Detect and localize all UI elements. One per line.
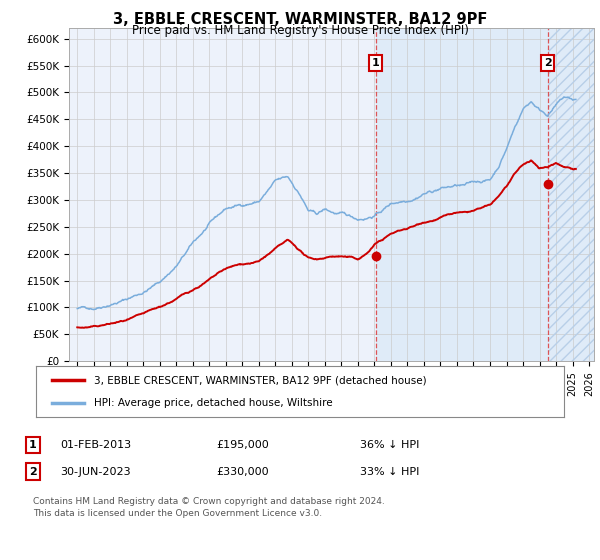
Text: 2: 2 (544, 58, 551, 68)
Text: 1: 1 (29, 440, 37, 450)
Text: Contains HM Land Registry data © Crown copyright and database right 2024.
This d: Contains HM Land Registry data © Crown c… (33, 497, 385, 518)
Text: 1: 1 (372, 58, 380, 68)
Text: 33% ↓ HPI: 33% ↓ HPI (360, 466, 419, 477)
Text: 2: 2 (29, 466, 37, 477)
Text: HPI: Average price, detached house, Wiltshire: HPI: Average price, detached house, Wilt… (94, 398, 333, 408)
Text: 36% ↓ HPI: 36% ↓ HPI (360, 440, 419, 450)
Text: £330,000: £330,000 (216, 466, 269, 477)
Text: 3, EBBLE CRESCENT, WARMINSTER, BA12 9PF (detached house): 3, EBBLE CRESCENT, WARMINSTER, BA12 9PF … (94, 375, 427, 385)
Text: 01-FEB-2013: 01-FEB-2013 (60, 440, 131, 450)
Text: Price paid vs. HM Land Registry's House Price Index (HPI): Price paid vs. HM Land Registry's House … (131, 24, 469, 36)
Text: £195,000: £195,000 (216, 440, 269, 450)
Bar (376, 28, 598, 361)
Text: 3, EBBLE CRESCENT, WARMINSTER, BA12 9PF: 3, EBBLE CRESCENT, WARMINSTER, BA12 9PF (113, 12, 487, 27)
Text: 30-JUN-2023: 30-JUN-2023 (60, 466, 131, 477)
